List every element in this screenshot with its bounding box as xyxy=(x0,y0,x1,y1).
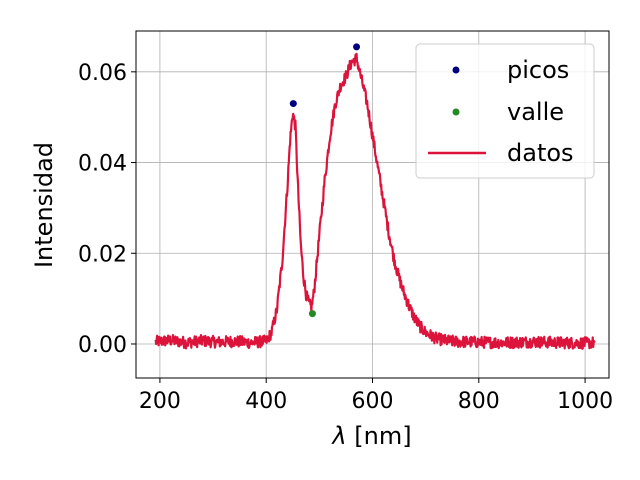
y-tick-label: 0.00 xyxy=(78,333,127,358)
point-picos xyxy=(289,100,297,108)
x-axis-label-unit: [nm] xyxy=(354,422,411,450)
x-tick-label: 1000 xyxy=(557,389,613,414)
x-axis-label: λ [nm] xyxy=(330,422,411,450)
x-tick-label: 600 xyxy=(352,389,394,414)
y-axis: 0.00 0.02 0.04 0.06 xyxy=(78,61,136,358)
legend-label-datos: datos xyxy=(507,139,574,167)
legend-label-valle: valle xyxy=(507,98,564,126)
legend-label-picos: picos xyxy=(507,56,569,84)
point-valle xyxy=(308,310,316,318)
legend-marker-valle xyxy=(452,108,460,116)
legend-marker-picos xyxy=(452,66,460,74)
y-tick-label: 0.04 xyxy=(78,152,127,177)
x-axis: 200 400 600 800 1000 xyxy=(139,378,613,414)
y-tick-label: 0.02 xyxy=(78,242,127,267)
point-picos xyxy=(353,43,361,51)
legend-box xyxy=(415,43,595,179)
y-axis-label: Intensidad xyxy=(30,142,58,268)
series-line-datos xyxy=(154,52,596,350)
legend: picos valle datos xyxy=(415,43,595,179)
plot-area xyxy=(154,43,596,350)
x-tick-label: 800 xyxy=(458,389,500,414)
x-axis-label-symbol: λ xyxy=(330,422,346,450)
y-tick-label: 0.06 xyxy=(78,61,127,86)
x-tick-label: 400 xyxy=(245,389,287,414)
x-tick-label: 200 xyxy=(139,389,181,414)
